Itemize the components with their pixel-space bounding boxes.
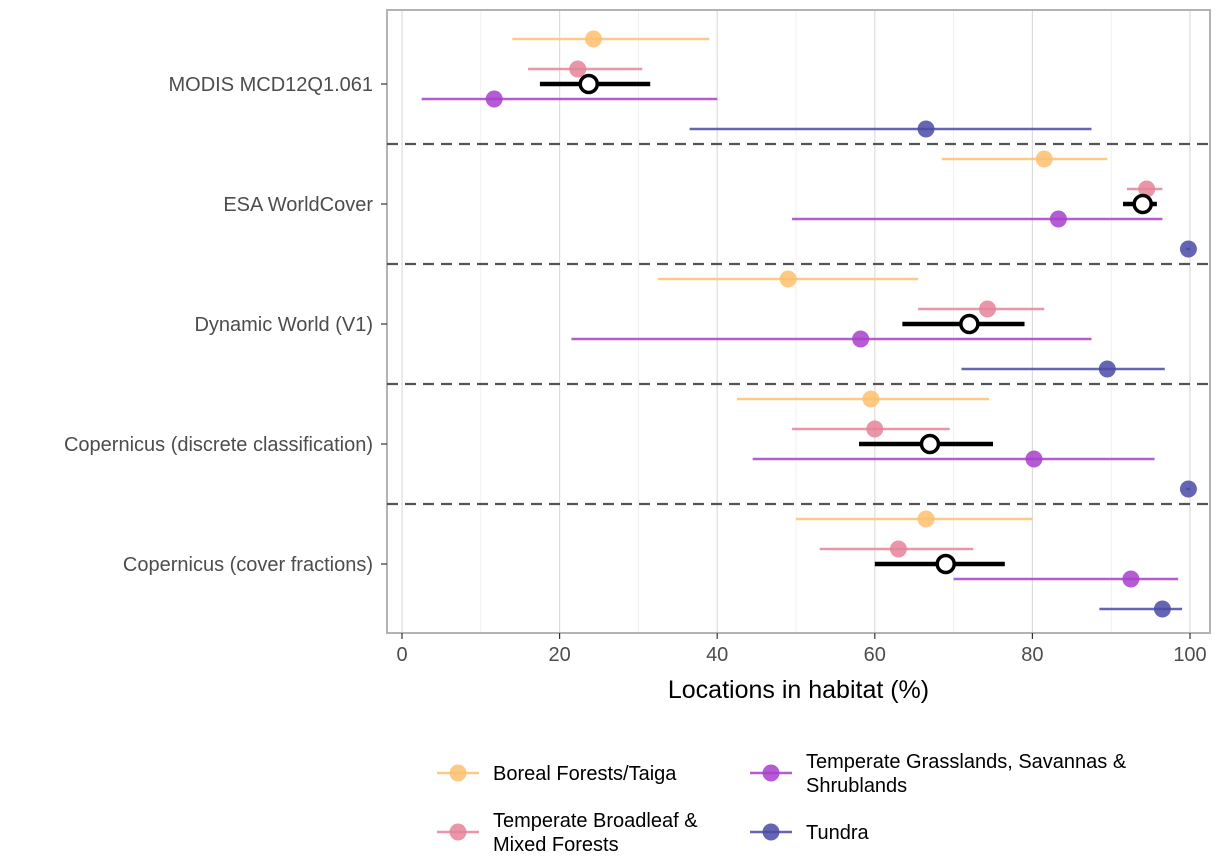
legend-label: Boreal Forests/Taiga bbox=[493, 763, 677, 785]
y-tick-label: Copernicus (cover fractions) bbox=[123, 554, 373, 576]
data-point bbox=[889, 540, 907, 558]
data-point bbox=[1049, 210, 1067, 228]
data-point bbox=[1098, 360, 1116, 378]
overall-point bbox=[959, 313, 980, 335]
x-tick-label: 0 bbox=[396, 644, 407, 666]
y-tick-label: ESA WorldCover bbox=[223, 194, 373, 216]
x-tick-label: 40 bbox=[706, 644, 728, 666]
data-point bbox=[1179, 480, 1197, 498]
legend-key-point bbox=[449, 823, 467, 841]
legend-label: Mixed Forests bbox=[493, 834, 619, 856]
x-axis-title: Locations in habitat (%) bbox=[668, 676, 929, 704]
data-point bbox=[1025, 450, 1043, 468]
legend-key-point bbox=[449, 764, 467, 782]
overall-point bbox=[1132, 193, 1153, 215]
x-tick-label: 60 bbox=[864, 644, 886, 666]
x-tick-label: 80 bbox=[1021, 644, 1043, 666]
legend-label: Shrublands bbox=[806, 775, 907, 797]
legend-label: Temperate Broadleaf & bbox=[493, 810, 698, 832]
data-point bbox=[779, 270, 797, 288]
y-tick-label: Dynamic World (V1) bbox=[194, 314, 373, 336]
data-point bbox=[862, 390, 880, 408]
data-point bbox=[1035, 150, 1053, 168]
data-point bbox=[485, 90, 503, 108]
x-tick-label: 100 bbox=[1173, 644, 1206, 666]
data-point bbox=[1153, 600, 1171, 618]
data-point bbox=[584, 30, 602, 48]
data-point bbox=[852, 330, 870, 348]
legend-label: Tundra bbox=[806, 822, 870, 844]
plot-panel bbox=[386, 9, 1211, 634]
data-point bbox=[917, 120, 935, 138]
overall-point bbox=[935, 553, 956, 575]
data-point bbox=[917, 510, 935, 528]
data-point bbox=[978, 300, 996, 318]
legend-label: Temperate Grasslands, Savannas & bbox=[806, 751, 1127, 773]
data-point bbox=[866, 420, 884, 438]
legend-key-point bbox=[762, 764, 780, 782]
y-tick-label: Copernicus (discrete classification) bbox=[64, 434, 373, 456]
data-point bbox=[569, 60, 587, 78]
x-tick-label: 20 bbox=[548, 644, 570, 666]
data-point bbox=[1179, 240, 1197, 258]
overall-point bbox=[578, 73, 600, 95]
legend-key-point bbox=[762, 823, 780, 841]
overall-point bbox=[919, 433, 941, 455]
data-point bbox=[1122, 570, 1140, 588]
y-tick-label: MODIS MCD12Q1.061 bbox=[168, 74, 373, 96]
data-point bbox=[1138, 180, 1156, 198]
